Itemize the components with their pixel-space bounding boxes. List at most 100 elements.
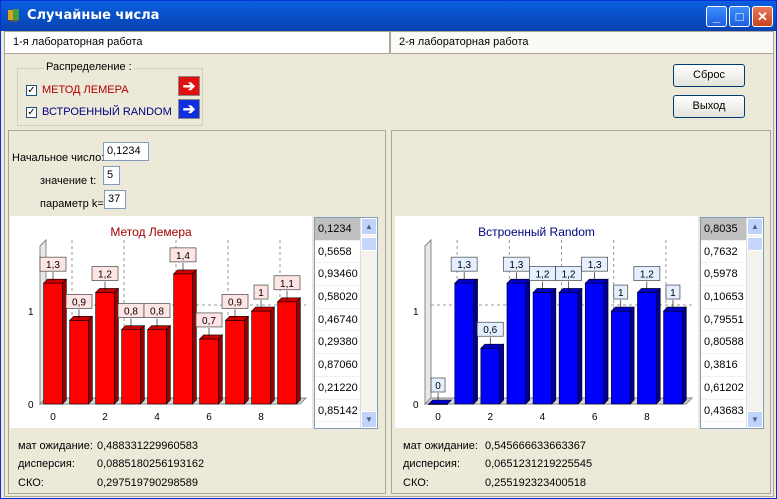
t-input[interactable]: 5 [103, 166, 120, 185]
random-list-item[interactable]: 0,61202 [701, 377, 763, 400]
lehmer-checkbox[interactable]: ✓ [26, 84, 37, 96]
data-label-box [195, 312, 223, 328]
bar [532, 292, 553, 405]
lehmer-list-item[interactable]: 0,5658 [315, 241, 377, 264]
reset-button[interactable]: Сброс [673, 64, 745, 87]
bar [43, 282, 63, 405]
bar [584, 282, 605, 405]
bar-top [558, 288, 583, 293]
lehmer-list-item[interactable]: 0,29380 [315, 331, 377, 355]
random-checkbox[interactable]: ✓ [26, 106, 37, 118]
data-label-box [555, 266, 582, 281]
bar-top [276, 297, 302, 303]
x-tick-label: 0 [50, 412, 56, 423]
random-option[interactable]: ✓ ВСТРОЕННЫЙ RANDOM [26, 104, 172, 120]
bar [199, 338, 219, 405]
maximize-button[interactable]: □ [729, 6, 750, 27]
bar-top [68, 316, 94, 321]
random-list-item[interactable]: 0,80588 [701, 331, 763, 355]
variance-value: 0,0651231219225545 [485, 458, 593, 470]
lehmer-list-item[interactable]: 0,58020 [315, 286, 377, 309]
data-label: 0,6 [483, 325, 497, 336]
minimize-button[interactable]: _ [706, 6, 727, 27]
data-label-box [253, 284, 269, 300]
bar-side [244, 315, 249, 405]
bar [251, 310, 271, 405]
k-label: параметр k= [40, 198, 104, 210]
data-label: 1 [618, 288, 624, 299]
data-label-box [143, 303, 171, 318]
bar [147, 329, 167, 405]
lehmer-list-item[interactable]: 0,87060 [315, 354, 377, 377]
scroll-thumb[interactable] [361, 237, 377, 251]
bar-top [584, 278, 609, 284]
bar [454, 282, 474, 405]
bar-top [120, 325, 146, 330]
data-label-box [273, 275, 301, 291]
lehmer-list-item[interactable]: 0,85142 [315, 400, 377, 423]
bar [277, 301, 297, 405]
mean-value: 0,488331229960583 [97, 440, 198, 452]
title-bar[interactable]: Случайные числа _ □ ✕ [1, 1, 776, 31]
data-label-box [476, 321, 504, 337]
k-input[interactable]: 37 [104, 190, 126, 209]
random-list-item[interactable]: 0,3816 [701, 354, 763, 377]
distribution-title: Распределение : [44, 61, 134, 73]
bar-side [629, 306, 635, 405]
data-label: 1,2 [535, 269, 549, 280]
lehmer-option[interactable]: ✓ МЕТОД ЛЕМЕРА [26, 82, 129, 98]
bar [663, 310, 683, 405]
bar-top [506, 278, 531, 284]
data-label-box [581, 256, 608, 272]
scroll-thumb[interactable] [747, 237, 763, 251]
scroll-up-icon[interactable]: ▲ [747, 218, 763, 235]
data-label-box [430, 377, 446, 393]
random-values-list[interactable]: 0,8035 0,7632 0,5978 0,10653 0,79551 0,80588 0… [700, 217, 764, 429]
mean-label: мат ожидание: [403, 440, 478, 452]
tab-lab-2[interactable]: 2-я лабораторная работа [390, 31, 774, 53]
x-tick-label: 6 [592, 412, 598, 423]
data-label-box [613, 284, 629, 300]
random-list-item[interactable]: 0,79551 [701, 309, 763, 332]
data-label: 0,9 [228, 297, 242, 308]
lehmer-list-item[interactable]: 0,21220 [315, 377, 377, 400]
data-label: 1 [670, 288, 676, 299]
random-list-item[interactable]: 0,43683 [701, 400, 763, 423]
tab-lab-1[interactable]: 1-я лабораторная работа [4, 31, 390, 53]
close-button[interactable]: ✕ [752, 6, 773, 27]
window-title: Случайные числа [27, 8, 160, 23]
bar [558, 292, 579, 405]
bar-top [662, 306, 688, 312]
scroll-down-icon[interactable]: ▼ [361, 411, 377, 428]
random-list-item[interactable]: 0,7632 [701, 241, 763, 264]
random-chart: Встроенный Random 0 1 0 1,3 0,6 1,3 1,2 1,2 1,3 1 1… [395, 216, 698, 428]
start-number-input[interactable]: 0,1234 [103, 142, 149, 161]
lehmer-chart: Метод Лемера 0 1 1,3 0,9 1,2 0,8 0,8 1,4 0,7 0,9 1 1… [10, 216, 312, 428]
random-list-item[interactable]: 0,10653 [701, 286, 763, 309]
scroll-down-icon[interactable]: ▼ [747, 411, 763, 428]
sko-value: 0,297519790298589 [97, 477, 198, 489]
lehmer-list-item[interactable]: 0,50277 [315, 422, 377, 428]
variance-label: дисперсия: [403, 458, 460, 470]
data-label: 1,4 [176, 251, 190, 262]
scroll-up-icon[interactable]: ▲ [361, 218, 377, 235]
lehmer-label: МЕТОД ЛЕМЕРА [42, 84, 129, 96]
mean-value: 0,545666633663367 [485, 440, 586, 452]
x-tick-label: 4 [154, 412, 160, 423]
app-icon [8, 9, 19, 22]
data-label-box [502, 256, 530, 272]
lehmer-list-scrollbar[interactable]: ▲ ▼ [360, 218, 377, 428]
data-label-box [91, 266, 119, 281]
random-list-item[interactable]: 0,5978 [701, 263, 763, 287]
bar-side [577, 287, 583, 405]
lehmer-list-item[interactable]: 0,93460 [315, 263, 377, 287]
lehmer-list-item[interactable]: 0,46740 [315, 309, 377, 332]
lehmer-values-list[interactable]: 0,1234 0,5658 0,93460 0,58020 0,46740 0,29380… [314, 217, 378, 429]
bar-side [603, 278, 609, 405]
random-list-item[interactable]: 0,74082 [701, 422, 763, 428]
exit-button[interactable]: Выход [673, 95, 745, 118]
random-list-scrollbar[interactable]: ▲ ▼ [746, 218, 763, 428]
random-panel: Встроенный Random 0 1 0 1,3 0,6 1,3 1,2 1,2 1,3 1 1… [391, 130, 771, 494]
bar-side [140, 324, 145, 405]
y-tick-label: 0 [413, 400, 419, 411]
